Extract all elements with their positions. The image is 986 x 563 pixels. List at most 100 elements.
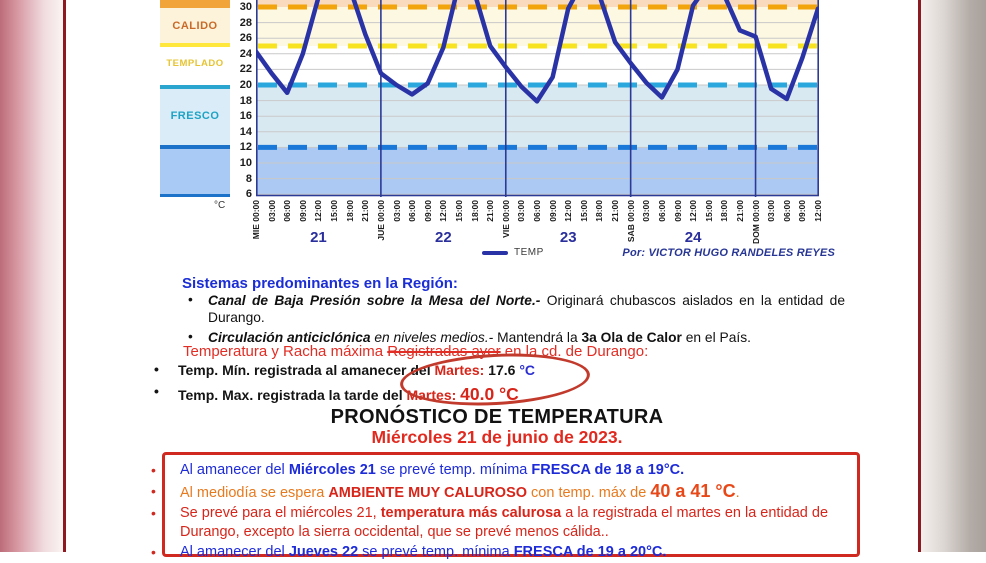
zone-divider-teal bbox=[160, 85, 230, 89]
chart-plot-area bbox=[253, 0, 821, 197]
x-tick-label: 06:00 bbox=[656, 200, 667, 222]
x-tick-label: 12:00 bbox=[813, 200, 823, 222]
x-tick-label: 03:00 bbox=[641, 200, 652, 222]
text-segment: Jueves 22 bbox=[288, 544, 359, 560]
x-tick-label: 03:00 bbox=[516, 200, 527, 222]
zone-band-templado bbox=[160, 47, 230, 85]
zone-divider-blue bbox=[160, 145, 230, 149]
x-tick-label: VIE 00:00 bbox=[500, 200, 511, 238]
x-tick-label: 09:00 bbox=[797, 200, 808, 222]
zone-band-hot bbox=[160, 0, 230, 8]
text-segment: Al amanecer del bbox=[180, 462, 289, 478]
x-tick-label: MIE 00:00 bbox=[251, 200, 261, 240]
x-tick-label: 03:00 bbox=[266, 200, 277, 222]
plot-band bbox=[256, 147, 819, 195]
chart-legend: TEMP bbox=[482, 247, 544, 258]
photo-edge-right bbox=[921, 0, 986, 552]
day-number-label: 23 bbox=[559, 229, 577, 246]
day-number-label: 24 bbox=[684, 229, 702, 246]
x-tick-label: 06:00 bbox=[282, 200, 293, 222]
temp-min-text: Temp. Mín. registrada al amanecer del Ma… bbox=[154, 362, 754, 378]
forecast-box: • Al amanecer del Miércoles 21 se prevé t… bbox=[151, 452, 860, 560]
text-segment: FRESCA de 18 a 19°C. bbox=[531, 462, 685, 478]
y-axis-unit: °C bbox=[214, 200, 226, 211]
x-tick-label: 18:00 bbox=[594, 200, 605, 222]
x-tick-label: SAB 00:00 bbox=[625, 200, 636, 243]
text-segment: Martes: bbox=[434, 362, 485, 378]
y-tick-label: 26 bbox=[239, 32, 252, 45]
sistemas-bullet-1-text: Canal de Baja Presión sobre la Mesa del … bbox=[208, 293, 845, 325]
plot-band bbox=[256, 7, 819, 46]
zone-label-calido: CALIDO bbox=[172, 20, 218, 32]
y-tick-label: 14 bbox=[239, 125, 252, 138]
bullet-dot: • bbox=[188, 329, 193, 344]
text-segment: AMBIENTE MUY CALUROSO bbox=[328, 485, 528, 501]
forecast-bullet-3: • Se prevé para el miércoles 21, temperat… bbox=[151, 504, 853, 542]
x-tick-label: 21:00 bbox=[610, 200, 621, 222]
x-tick-label: 21:00 bbox=[485, 200, 496, 222]
plot-band bbox=[256, 0, 819, 7]
x-tick-label: 06:00 bbox=[532, 200, 542, 222]
bullet-dot: • bbox=[151, 544, 156, 560]
forecast-date-subtitle: Miércoles 21 de junio de 2023. bbox=[371, 427, 623, 447]
x-tick-label: 18:00 bbox=[344, 200, 355, 222]
x-tick-label: 18:00 bbox=[469, 200, 480, 222]
y-tick-label: 8 bbox=[245, 172, 252, 185]
temp-series-line bbox=[253, 0, 821, 104]
text-segment: 40 a 41 °C bbox=[650, 481, 736, 501]
y-tick-label: 12 bbox=[239, 141, 252, 154]
text-segment: Al amanecer del bbox=[180, 544, 289, 560]
temperature-zone-legend: CALIDO TEMPLADO FRESCO bbox=[160, 0, 230, 197]
sistemas-bullet-1: • Canal de Baja Presión sobre la Mesa del… bbox=[182, 292, 845, 326]
zone-divider-yellow bbox=[160, 43, 230, 47]
forecast-bullet-2: • Al mediodía se espera AMBIENTE MUY CALU… bbox=[151, 481, 853, 504]
forecast-bullet-4: • Al amanecer del Jueves 22 se prevé temp… bbox=[151, 542, 853, 563]
y-tick-label: 30 bbox=[239, 1, 252, 13]
y-tick-label: 20 bbox=[239, 79, 252, 91]
forecast-bullet-1: • Al amanecer del Miércoles 21 se prevé t… bbox=[151, 460, 853, 481]
bullet-dot: • bbox=[188, 292, 193, 307]
text-segment: 17.6 bbox=[484, 362, 520, 378]
zone-band-calido bbox=[160, 8, 230, 43]
bullet-dot: • bbox=[154, 383, 159, 399]
x-tick-label: 03:00 bbox=[391, 200, 402, 222]
x-tick-label: 18:00 bbox=[719, 200, 730, 222]
y-tick-label: 24 bbox=[239, 47, 252, 60]
day-number-label: 21 bbox=[310, 229, 327, 246]
page-border-left bbox=[63, 0, 66, 552]
forecast-title: PRONÓSTICO DE TEMPERATURA bbox=[330, 406, 664, 428]
text-segment: 3a Ola de Calor bbox=[581, 330, 682, 345]
text-segment: Martes: bbox=[406, 387, 457, 403]
text-segment: . bbox=[735, 485, 740, 501]
y-tick-label: 18 bbox=[239, 94, 252, 107]
temp-max-text: Temp. Max. registrada la tarde del Marte… bbox=[154, 384, 754, 405]
text-segment: Temp. Mín. registrada al amanecer del bbox=[178, 362, 435, 378]
plot-band bbox=[256, 46, 819, 85]
x-tick-label: JUE 00:00 bbox=[375, 200, 386, 241]
text-segment: Canal de Baja Presión sobre la Mesa del … bbox=[208, 293, 541, 308]
y-tick-label: 28 bbox=[239, 16, 252, 29]
section-title-registro: Temperatura y Racha máxima Registradas a… bbox=[183, 343, 648, 360]
text-segment: a la registrada el martes en la entidad … bbox=[180, 505, 829, 540]
sistemas-bullet-2: • Circulación anticiclónica en niveles me… bbox=[182, 329, 845, 347]
text-segment: en el País. bbox=[681, 330, 751, 345]
bullet-dot: • bbox=[154, 361, 159, 377]
x-tick-label: 21:00 bbox=[360, 200, 371, 222]
text-segment: se prevé temp. mínima bbox=[375, 462, 532, 478]
x-tick-label: 21:00 bbox=[734, 200, 745, 222]
text-segment: en la cd. de Durango: bbox=[500, 343, 649, 360]
x-tick-label: 03:00 bbox=[766, 200, 777, 222]
zone-divider-blue-bottom bbox=[160, 194, 230, 197]
text-segment: temperatura más calurosa bbox=[380, 505, 562, 521]
x-tick-label: 06:00 bbox=[407, 200, 418, 222]
x-tick-label: DOM 00:00 bbox=[750, 200, 761, 244]
text-segment: Miércoles 21 bbox=[288, 462, 376, 478]
text-segment: Circulación anticiclónica bbox=[208, 330, 371, 345]
text-segment: Temperatura y Racha máxima bbox=[183, 343, 388, 360]
legend-series-label: TEMP bbox=[514, 247, 544, 258]
text-segment: en niveles medios.- bbox=[370, 330, 494, 345]
y-tick-label: 6 bbox=[245, 188, 252, 201]
zone-band-fresco bbox=[160, 89, 230, 145]
section-title-sistemas: Sistemas predominantes en la Región: bbox=[182, 275, 458, 292]
